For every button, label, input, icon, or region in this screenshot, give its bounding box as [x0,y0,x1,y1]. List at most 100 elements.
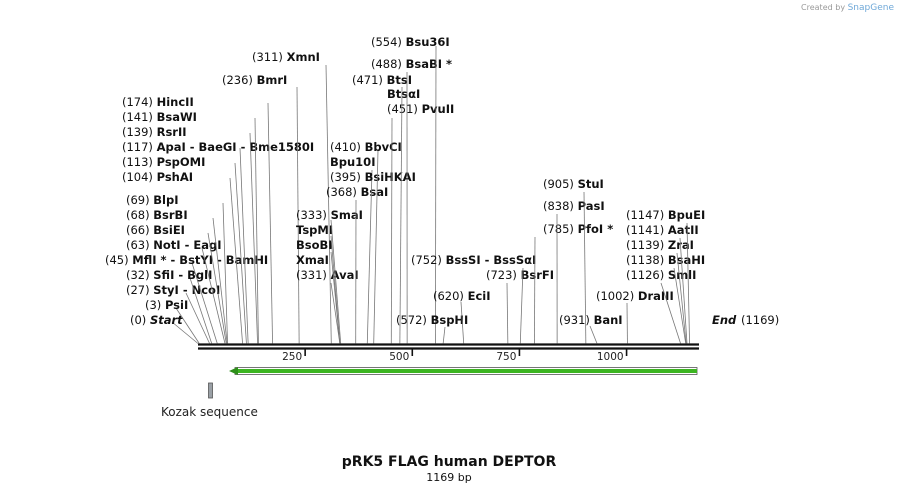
restriction-site-label[interactable]: (395) BsiHKAI [330,170,416,184]
restriction-site-label[interactable]: (63) NotI - EagI [126,238,221,252]
restriction-site-label[interactable]: (141) BsaWI [122,110,197,124]
site-enzyme-name[interactable]: BanI [594,313,623,327]
restriction-site-label[interactable]: (3) PsiI [145,298,188,312]
site-enzyme-name[interactable]: BssSI - BssSαI [446,253,537,267]
kozak-feature-label[interactable]: Kozak sequence [161,405,258,419]
site-enzyme-name[interactable]: TspMI [296,223,333,237]
restriction-site-label[interactable]: (117) ApaI - BaeGI - Bme1580I [122,140,314,154]
site-enzyme-name[interactable]: BtsI [387,73,412,87]
site-position: (471) [352,73,387,87]
site-enzyme-name[interactable]: MflI * - BstYI - BamHI [132,253,268,267]
restriction-site-label[interactable]: (139) RsrII [122,125,187,139]
site-enzyme-name[interactable]: BsrFI [521,268,554,282]
restriction-site-label[interactable]: (331) AvaI [296,268,359,282]
site-enzyme-name[interactable]: BsiEI [153,223,185,237]
site-enzyme-name[interactable]: ApaI - BaeGI - Bme1580I [157,140,315,154]
site-enzyme-name[interactable]: BmrI [257,73,288,87]
restriction-site-label[interactable]: (554) Bsu36I [371,35,450,49]
site-enzyme-name[interactable]: End [712,313,737,327]
restriction-site-label[interactable]: (333) SmaI [296,208,363,222]
site-enzyme-name[interactable]: StuI [578,177,604,191]
restriction-site-label[interactable]: (620) EciI [433,289,491,303]
restriction-site-label[interactable]: Bpu10I [330,155,375,169]
site-leader-line [435,45,437,344]
site-enzyme-name[interactable]: AatII [668,223,699,237]
site-enzyme-name[interactable]: BlpI [153,193,178,207]
restriction-site-label[interactable]: BsoBI [296,238,333,252]
site-leader-line [330,219,342,344]
site-enzyme-name[interactable]: Bsu36I [406,35,450,49]
site-enzyme-name[interactable]: BsrBI [153,208,187,222]
site-enzyme-name[interactable]: NotI - EagI [153,238,221,252]
restriction-site-label[interactable]: (27) StyI - NcoI [126,283,220,297]
restriction-site-label[interactable]: (931) BanI [559,313,623,327]
site-enzyme-name[interactable]: PshAI [157,170,193,184]
restriction-site-label[interactable]: (572) BspHI [396,313,468,327]
restriction-site-label[interactable]: (68) BsrBI [126,208,188,222]
restriction-site-label[interactable]: (1138) BsaHI [626,253,705,267]
site-enzyme-name[interactable]: PasI [578,199,605,213]
site-enzyme-name[interactable]: AvaI [331,268,359,282]
restriction-site-label[interactable]: (838) PasI [543,199,605,213]
site-enzyme-name[interactable]: BsiHKAI [365,170,416,184]
restriction-site-label[interactable]: (104) PshAI [122,170,193,184]
restriction-site-label[interactable]: (1139) ZraI [626,238,694,252]
site-enzyme-name[interactable]: PvuII [422,102,455,116]
restriction-site-label[interactable]: BtsαI [387,87,420,101]
restriction-site-label[interactable]: (752) BssSI - BssSαI [411,253,536,267]
restriction-site-label[interactable]: (1141) AatII [626,223,699,237]
kozak-sequence-feature[interactable] [208,382,213,399]
insert-arrow-body[interactable] [235,369,697,373]
site-enzyme-name[interactable]: PfoI * [578,222,614,236]
site-enzyme-name[interactable]: Bpu10I [330,155,375,169]
restriction-site-label[interactable]: XmaI [296,253,329,267]
site-enzyme-name[interactable]: Start [150,313,183,327]
restriction-site-label[interactable]: (0) Start [130,313,183,327]
site-enzyme-name[interactable]: DraIII [638,289,674,303]
restriction-site-label[interactable]: (45) MflI * - BstYI - BamHI [105,253,268,267]
restriction-site-label[interactable]: End [712,313,737,327]
site-enzyme-name[interactable]: EciI [468,289,491,303]
site-enzyme-name[interactable]: RsrII [157,125,187,139]
site-enzyme-name[interactable]: PspOMI [157,155,206,169]
restriction-site-label[interactable]: (311) XmnI [252,50,320,64]
restriction-site-label[interactable]: (66) BsiEI [126,223,185,237]
site-position: (27) [126,283,153,297]
restriction-site-label[interactable]: (785) PfoI * [543,222,613,236]
site-enzyme-name[interactable]: BspHI [431,313,469,327]
site-enzyme-name[interactable]: BsoBI [296,238,333,252]
restriction-site-label[interactable]: (488) BsaBI * [371,57,452,71]
site-enzyme-name[interactable]: SmaI [331,208,363,222]
site-enzyme-name[interactable]: SfiI - BglI [153,268,212,282]
restriction-site-label[interactable]: (113) PspOMI [122,155,205,169]
restriction-site-label[interactable]: TspMI [296,223,333,237]
restriction-site-label[interactable]: (1002) DraIII [596,289,674,303]
restriction-site-label[interactable]: (1126) SmlI [626,268,696,282]
site-enzyme-name[interactable]: PsiI [165,298,188,312]
site-leader-line [506,282,509,344]
restriction-site-label[interactable]: (1169) [741,313,779,327]
restriction-site-label[interactable]: (451) PvuII [387,102,454,116]
site-enzyme-name[interactable]: BsaI [361,185,389,199]
restriction-site-label[interactable]: (1147) BpuEI [626,208,705,222]
site-enzyme-name[interactable]: XmnI [287,50,320,64]
site-position: (113) [122,155,157,169]
restriction-site-label[interactable]: (236) BmrI [222,73,287,87]
site-enzyme-name[interactable]: BpuEI [668,208,705,222]
site-enzyme-name[interactable]: XmaI [296,253,329,267]
site-enzyme-name[interactable]: BsaHI [668,253,705,267]
site-enzyme-name[interactable]: BbvCI [365,140,402,154]
restriction-site-label[interactable]: (368) BsaI [326,185,388,199]
restriction-site-label[interactable]: (905) StuI [543,177,604,191]
site-enzyme-name[interactable]: StyI - NcoI [153,283,220,297]
restriction-site-label[interactable]: (410) BbvCI [330,140,402,154]
site-enzyme-name[interactable]: BtsαI [387,87,420,101]
restriction-site-label[interactable]: (69) BlpI [126,193,178,207]
restriction-site-label[interactable]: (471) BtsI [352,73,412,87]
site-enzyme-name[interactable]: BsaBI * [406,57,452,71]
restriction-site-label[interactable]: (32) SfiI - BglI [126,268,212,282]
site-enzyme-name[interactable]: HincII [157,95,194,109]
restriction-site-label[interactable]: (723) BsrFI [486,268,554,282]
site-enzyme-name[interactable]: BsaWI [157,110,197,124]
restriction-site-label[interactable]: (174) HincII [122,95,194,109]
